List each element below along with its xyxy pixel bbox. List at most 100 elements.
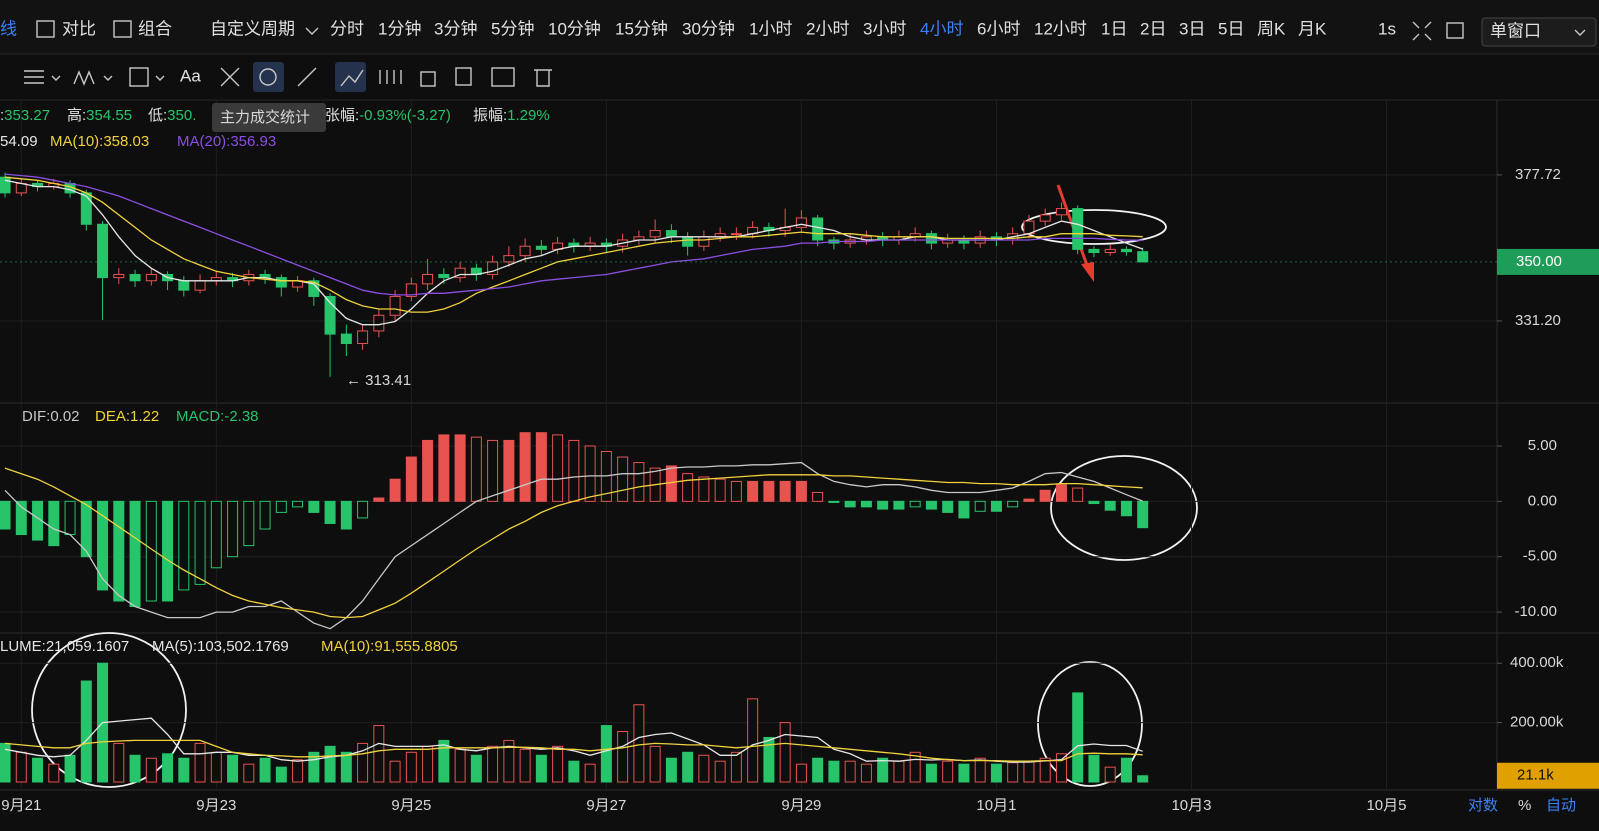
tool-icon[interactable] <box>420 71 436 87</box>
volume-bar <box>129 754 141 783</box>
macd-bar <box>1104 500 1116 511</box>
x-tick-label: 10月1 <box>976 797 1016 814</box>
candle-body <box>535 245 547 250</box>
legend-entry: 54.09 <box>0 133 38 150</box>
volume-bar <box>1039 757 1051 783</box>
macd-bar <box>714 478 726 502</box>
macd-bar <box>113 500 125 602</box>
candle-body <box>730 233 742 236</box>
candle-body <box>0 176 11 194</box>
auto-button[interactable]: 自动 <box>1546 797 1576 814</box>
macd-bar <box>1120 500 1132 517</box>
info-label: 低: <box>148 107 167 124</box>
window-mode[interactable]: 单窗口 <box>1490 21 1541 40</box>
volume-bar <box>113 742 125 783</box>
highlight-ellipse <box>1021 209 1167 245</box>
y-tick-label: 200.00k <box>1510 714 1564 731</box>
indicator-line <box>4 461 1143 630</box>
macd-bar <box>682 473 694 502</box>
draw-label[interactable]: 线 <box>0 19 17 38</box>
x-tick-label: 9月23 <box>196 797 236 814</box>
dropdown-arrow[interactable] <box>305 27 319 35</box>
period-tab[interactable]: 3小时 <box>863 19 906 38</box>
period-tab[interactable]: 12小时 <box>1034 19 1087 38</box>
dropdown-arrow[interactable] <box>1574 29 1586 36</box>
tool-icon[interactable] <box>24 70 44 84</box>
legend-entry: MA(10):91,555.8805 <box>321 638 458 655</box>
period-tab[interactable]: 2日 <box>1140 19 1166 38</box>
tool-icon[interactable] <box>340 69 364 87</box>
period-tab[interactable]: 4小时 <box>920 19 963 38</box>
period-tab[interactable]: 1分钟 <box>378 19 421 38</box>
period-tab[interactable]: 月K <box>1298 19 1327 38</box>
tool-icon[interactable] <box>455 67 472 86</box>
y-tick-label: -10.00 <box>1514 603 1557 620</box>
period-tab[interactable]: 周K <box>1257 19 1286 38</box>
period-tab[interactable]: 5日 <box>1218 19 1244 38</box>
candle-body <box>340 333 352 345</box>
x-tick-label: 9月25 <box>391 797 431 814</box>
dropdown-arrow[interactable] <box>103 75 113 81</box>
volume-bar <box>974 757 986 783</box>
volume-bar <box>487 745 499 783</box>
macd-bar <box>324 500 336 524</box>
period-menu[interactable]: 自定义周期 <box>210 19 295 38</box>
period-tab[interactable]: 30分钟 <box>682 19 735 38</box>
toolbar-item[interactable]: 组合 <box>138 19 172 38</box>
tool-icon[interactable] <box>259 68 277 86</box>
indicator-line <box>4 467 1143 619</box>
info-value: 353.27 <box>4 107 50 124</box>
period-tab[interactable]: 5分钟 <box>491 19 534 38</box>
volume-bar <box>324 745 336 783</box>
active-tool[interactable] <box>253 62 284 92</box>
last-volume-tag <box>1497 762 1599 789</box>
delete-icon[interactable] <box>534 69 552 87</box>
tool-icon[interactable] <box>73 70 95 86</box>
volume-bar <box>1007 762 1019 783</box>
period-tab[interactable]: 10分钟 <box>548 19 601 38</box>
period-tab[interactable]: 2小时 <box>806 19 849 38</box>
period-tab[interactable]: 3日 <box>1179 19 1205 38</box>
dropdown-arrow[interactable] <box>51 75 61 81</box>
log-scale-button[interactable]: 对数 <box>1468 797 1498 814</box>
period-tab[interactable]: 6小时 <box>977 19 1020 38</box>
tool-icon[interactable] <box>129 67 149 87</box>
volume-bar <box>145 757 157 783</box>
tool-icon[interactable] <box>379 70 402 84</box>
legend-entry: MACD:-2.38 <box>176 408 259 425</box>
candle-body <box>373 314 385 332</box>
dropdown-arrow[interactable] <box>155 75 165 81</box>
candle-body <box>925 233 937 244</box>
period-tab[interactable]: 15分钟 <box>615 19 668 38</box>
volume-bar <box>178 757 190 783</box>
window-mode-box[interactable] <box>1481 17 1597 47</box>
window-icon[interactable] <box>1446 22 1464 39</box>
macd-bar <box>1055 484 1067 502</box>
volume-bar <box>1104 766 1116 783</box>
macd-bar <box>974 500 986 512</box>
candle-body <box>698 236 710 247</box>
period-tab[interactable]: 3分钟 <box>434 19 477 38</box>
volume-bar <box>1120 757 1132 783</box>
tool-icon[interactable] <box>220 67 240 87</box>
period-tab[interactable]: 分时 <box>330 19 364 38</box>
percent-button[interactable]: % <box>1518 797 1531 814</box>
fullscreen-icon[interactable] <box>1412 21 1432 41</box>
compare-icon[interactable] <box>36 20 55 38</box>
macd-bar <box>925 500 937 510</box>
info-label: 高: <box>67 107 86 124</box>
period-tab[interactable]: 1日 <box>1101 19 1127 38</box>
candle-body <box>487 261 499 275</box>
tool-icon[interactable] <box>491 67 515 87</box>
volume-bar <box>48 763 60 783</box>
group-icon[interactable] <box>113 20 132 38</box>
tool-icon[interactable] <box>297 67 317 87</box>
macd-bar <box>1023 498 1035 502</box>
period-tab[interactable]: 1小时 <box>749 19 792 38</box>
volume-bar <box>210 751 222 783</box>
macd-bar <box>503 439 515 502</box>
toolbar-item[interactable]: 对比 <box>62 19 96 38</box>
font-button[interactable]: Aa <box>180 66 201 85</box>
interval[interactable]: 1s <box>1378 19 1396 38</box>
